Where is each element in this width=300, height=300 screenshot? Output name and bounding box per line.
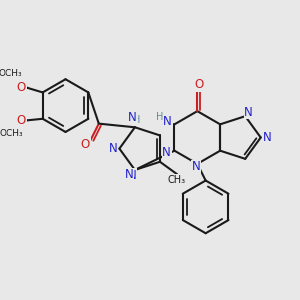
Text: N: N bbox=[109, 142, 118, 155]
Text: N: N bbox=[124, 168, 133, 182]
Text: CH₃: CH₃ bbox=[168, 175, 186, 185]
Text: OCH₃: OCH₃ bbox=[0, 129, 24, 138]
Text: O: O bbox=[17, 81, 26, 94]
Text: N: N bbox=[162, 146, 171, 159]
Text: O: O bbox=[81, 138, 90, 151]
Text: H: H bbox=[156, 112, 164, 122]
Text: N: N bbox=[128, 169, 136, 182]
Text: O: O bbox=[17, 114, 26, 127]
Text: N: N bbox=[128, 111, 137, 124]
Text: N: N bbox=[263, 131, 272, 144]
Text: H: H bbox=[134, 115, 141, 125]
Text: N: N bbox=[163, 115, 172, 128]
Text: OCH₃: OCH₃ bbox=[0, 69, 22, 78]
Text: O: O bbox=[194, 78, 203, 91]
Text: N: N bbox=[192, 160, 200, 173]
Text: N: N bbox=[244, 106, 253, 118]
